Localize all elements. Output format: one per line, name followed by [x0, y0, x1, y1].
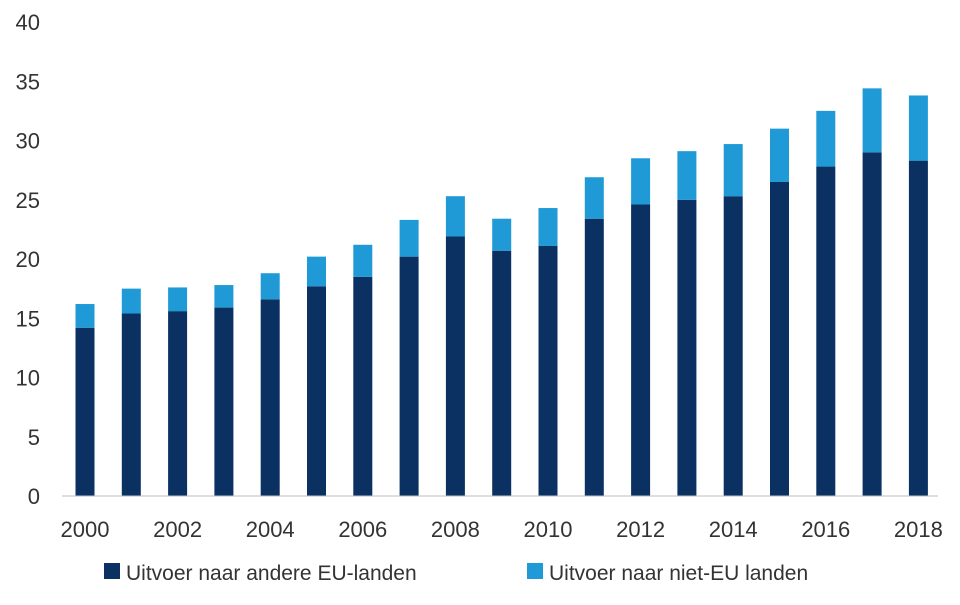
bar-eu-2003: [214, 307, 234, 496]
bar-eu-2016: [816, 166, 836, 496]
bar-eu-2017: [862, 152, 882, 496]
x-tick-label: 2010: [524, 517, 573, 542]
bar-eu-2015: [770, 181, 789, 496]
bar-non-eu-2004: [260, 273, 280, 300]
legend-item-eu: Uitvoer naar andere EU-landen: [104, 562, 417, 585]
bar-non-eu-2018: [908, 95, 928, 161]
bar-non-eu-2014: [723, 144, 743, 197]
bar-eu-2000: [75, 327, 95, 496]
y-tick-label: 5: [28, 425, 40, 450]
bar-eu-2001: [121, 313, 141, 496]
y-tick-label: 35: [16, 69, 40, 94]
bar-eu-2012: [631, 204, 651, 497]
bar-non-eu-2000: [75, 304, 95, 328]
legend-label-eu: Uitvoer naar andere EU-landen: [126, 562, 417, 585]
bar-eu-2018: [908, 160, 928, 496]
bar-eu-2013: [677, 199, 697, 496]
bar-eu-2002: [168, 311, 188, 496]
legend-swatch-eu: [104, 563, 120, 579]
bar-eu-2010: [538, 245, 558, 496]
bar-non-eu-2006: [353, 244, 373, 277]
bar-eu-2009: [492, 250, 512, 496]
bar-eu-2008: [445, 236, 465, 497]
bar-non-eu-2012: [631, 158, 651, 205]
y-tick-label: 0: [28, 484, 40, 509]
x-tick-label: 2018: [894, 517, 943, 542]
y-tick-label: 20: [16, 247, 40, 272]
bar-eu-2011: [584, 218, 604, 496]
bar-eu-2014: [723, 196, 743, 496]
legend-item-non-eu: Uitvoer naar niet-EU landen: [527, 562, 808, 585]
bar-non-eu-2003: [214, 285, 234, 308]
bar-non-eu-2008: [445, 196, 465, 237]
y-tick-label: 40: [16, 10, 40, 35]
bar-eu-2007: [399, 256, 419, 496]
legend-label-non-eu: Uitvoer naar niet-EU landen: [549, 562, 808, 585]
bar-non-eu-2005: [307, 256, 326, 287]
x-tick-label: 2002: [153, 517, 202, 542]
bar-non-eu-2017: [862, 88, 882, 153]
bar-non-eu-2013: [677, 151, 697, 200]
x-tick-label: 2006: [338, 517, 387, 542]
bar-eu-2005: [307, 286, 326, 496]
x-tick-label: 2008: [431, 517, 480, 542]
y-axis-ticks: 0 5 10 15 20 25 30 35 40: [16, 10, 40, 509]
bar-eu-2004: [260, 299, 280, 496]
y-tick-label: 15: [16, 306, 40, 331]
legend-swatch-non-eu: [527, 563, 543, 579]
x-tick-label: 2000: [61, 517, 110, 542]
y-tick-label: 10: [16, 366, 40, 391]
y-tick-label: 25: [16, 188, 40, 213]
bar-non-eu-2015: [770, 128, 789, 182]
x-axis-ticks: 2000 2002 2004 2006 2008 2010 2012 2014 2016 2018: [61, 517, 943, 542]
x-tick-label: 2004: [246, 517, 295, 542]
bar-non-eu-2001: [121, 288, 141, 314]
bar-non-eu-2002: [168, 287, 188, 312]
bar-non-eu-2007: [399, 219, 419, 257]
x-tick-label: 2012: [616, 517, 665, 542]
legend: Uitvoer naar andere EU-landen Uitvoer na…: [104, 562, 808, 585]
x-tick-label: 2014: [709, 517, 758, 542]
bar-non-eu-2011: [584, 177, 604, 219]
bar-non-eu-2016: [816, 110, 836, 167]
bar-eu-2006: [353, 276, 373, 496]
bar-series: [75, 88, 928, 497]
x-tick-label: 2016: [801, 517, 850, 542]
bar-non-eu-2009: [492, 218, 512, 251]
y-tick-label: 30: [16, 129, 40, 154]
bar-non-eu-2010: [538, 208, 558, 246]
